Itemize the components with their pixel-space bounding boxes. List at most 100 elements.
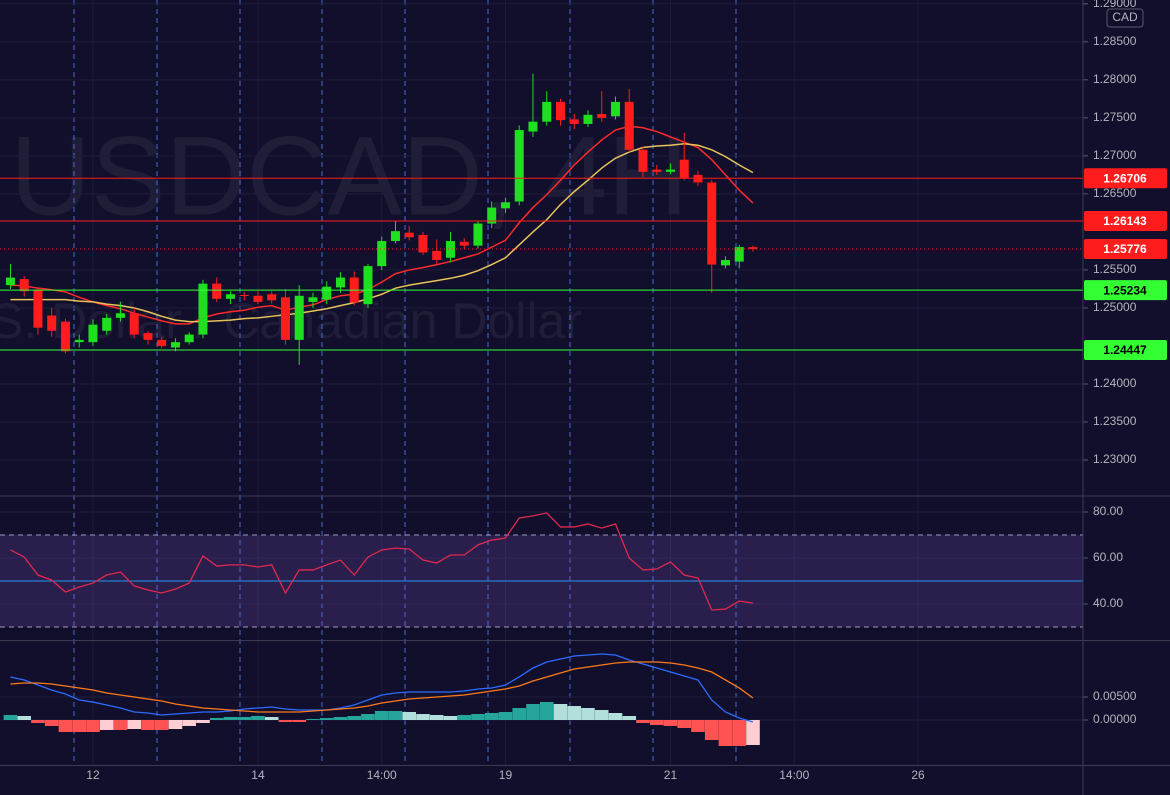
- candle-body: [60, 321, 70, 352]
- candle-body: [308, 297, 318, 302]
- macd-histogram-bar: [581, 707, 595, 721]
- candle-body: [597, 114, 607, 118]
- y-tick-label: 0.00500: [1093, 689, 1137, 703]
- candle-body: [170, 342, 180, 348]
- candle-body: [390, 231, 400, 242]
- macd-histogram-bar: [594, 710, 609, 721]
- macd-histogram-bar: [567, 706, 582, 721]
- candle-body: [432, 250, 442, 261]
- candle-body: [129, 313, 139, 335]
- x-tick-label: 14: [251, 768, 265, 782]
- candle-body: [459, 241, 469, 246]
- macd-histogram-bar: [402, 711, 417, 721]
- x-tick-label: 26: [911, 768, 925, 782]
- candle-body: [5, 277, 15, 286]
- candle-body: [638, 149, 648, 172]
- macd-histogram-bar: [732, 720, 747, 746]
- macd-histogram-bar: [636, 720, 650, 723]
- candle-body: [225, 294, 235, 299]
- candle-body: [652, 169, 662, 172]
- macd-histogram-bar: [31, 720, 45, 723]
- candle-body: [88, 324, 98, 343]
- macd-histogram-bar: [429, 714, 444, 721]
- candle-body: [679, 159, 689, 178]
- y-tick-label: 1.26500: [1093, 186, 1137, 200]
- candle-body: [33, 289, 43, 328]
- macd-histogram-bar: [718, 720, 733, 746]
- y-tick-label: 40.00: [1093, 596, 1123, 610]
- x-tick-label: 14:00: [367, 768, 397, 782]
- y-tick-label: 60.00: [1093, 550, 1123, 564]
- candle-body: [555, 101, 565, 121]
- y-tick-label: 1.23000: [1093, 452, 1137, 466]
- macd-histogram-bar: [553, 703, 568, 721]
- candle-body: [569, 119, 579, 124]
- candle-body: [253, 295, 263, 302]
- candle-body: [115, 313, 125, 318]
- price-level-label: 1.26706: [1103, 171, 1147, 185]
- macd-histogram-bar: [86, 720, 100, 733]
- macd-histogram-bar: [17, 715, 32, 721]
- candle-body: [473, 223, 483, 246]
- macd-histogram-bar: [44, 720, 59, 726]
- candle-body: [404, 232, 414, 238]
- macd-histogram-bar: [498, 711, 513, 721]
- moving-average: [10, 142, 754, 323]
- candle-body: [665, 169, 675, 172]
- candle-body: [500, 202, 510, 209]
- macd-histogram-bar: [471, 714, 485, 721]
- macd-histogram-bar: [264, 717, 279, 721]
- candle-body: [707, 182, 717, 265]
- macd-histogram-bar: [347, 715, 362, 721]
- macd-histogram-bar: [168, 720, 183, 730]
- candle-body: [610, 101, 620, 117]
- macd-histogram-bar: [209, 718, 224, 721]
- candle-body: [377, 241, 387, 267]
- macd-histogram-bar: [663, 720, 678, 726]
- y-tick-label: 80.00: [1093, 504, 1123, 518]
- macd-histogram-bar: [746, 720, 760, 745]
- macd-histogram-bar: [113, 720, 128, 730]
- rsi-line: [10, 512, 754, 611]
- currency-label: CAD: [1112, 10, 1138, 24]
- macd-histogram-bar: [292, 720, 307, 722]
- macd-histogram-bar: [484, 713, 499, 721]
- macd-histogram-bar: [526, 703, 540, 721]
- candle-body: [418, 234, 428, 253]
- candle-body: [322, 286, 332, 300]
- candle-body: [102, 317, 112, 331]
- x-tick-label: 21: [664, 768, 678, 782]
- price-level-label: 1.25234: [1103, 283, 1147, 297]
- candle-body: [487, 207, 497, 224]
- macd-histogram-bar: [704, 720, 719, 741]
- macd-histogram-bar: [127, 720, 142, 730]
- macd-histogram-bar: [278, 720, 293, 722]
- macd-histogram-bar: [649, 720, 664, 726]
- price-level-label: 1.26143: [1103, 214, 1147, 228]
- candle-body: [583, 114, 593, 124]
- candle-body: [748, 247, 758, 249]
- candle-body: [19, 279, 29, 292]
- x-tick-label: 12: [86, 768, 100, 782]
- macd-histogram-bar: [319, 718, 334, 721]
- signal-line: [10, 661, 754, 713]
- price-level-box: [1084, 280, 1167, 301]
- candle-body: [280, 297, 290, 340]
- macd-histogram-bar: [608, 713, 623, 721]
- price-level-label: 1.25776: [1103, 242, 1147, 256]
- candle-body: [157, 339, 167, 346]
- price-level-box: [1084, 238, 1167, 259]
- macd-histogram-bar: [333, 717, 348, 721]
- macd-histogram-bar: [539, 702, 554, 721]
- macd-histogram-bar: [443, 715, 458, 721]
- candle-body: [542, 101, 552, 122]
- macd-histogram-bar: [237, 717, 252, 721]
- y-tick-label: 1.28000: [1093, 72, 1137, 86]
- macd-histogram-bar: [416, 714, 430, 721]
- macd-histogram-bar: [457, 714, 472, 721]
- candle-body: [212, 283, 222, 299]
- macd-histogram-bar: [3, 714, 18, 721]
- y-tick-label: 1.24000: [1093, 376, 1137, 390]
- macd-histogram-bar: [223, 717, 238, 721]
